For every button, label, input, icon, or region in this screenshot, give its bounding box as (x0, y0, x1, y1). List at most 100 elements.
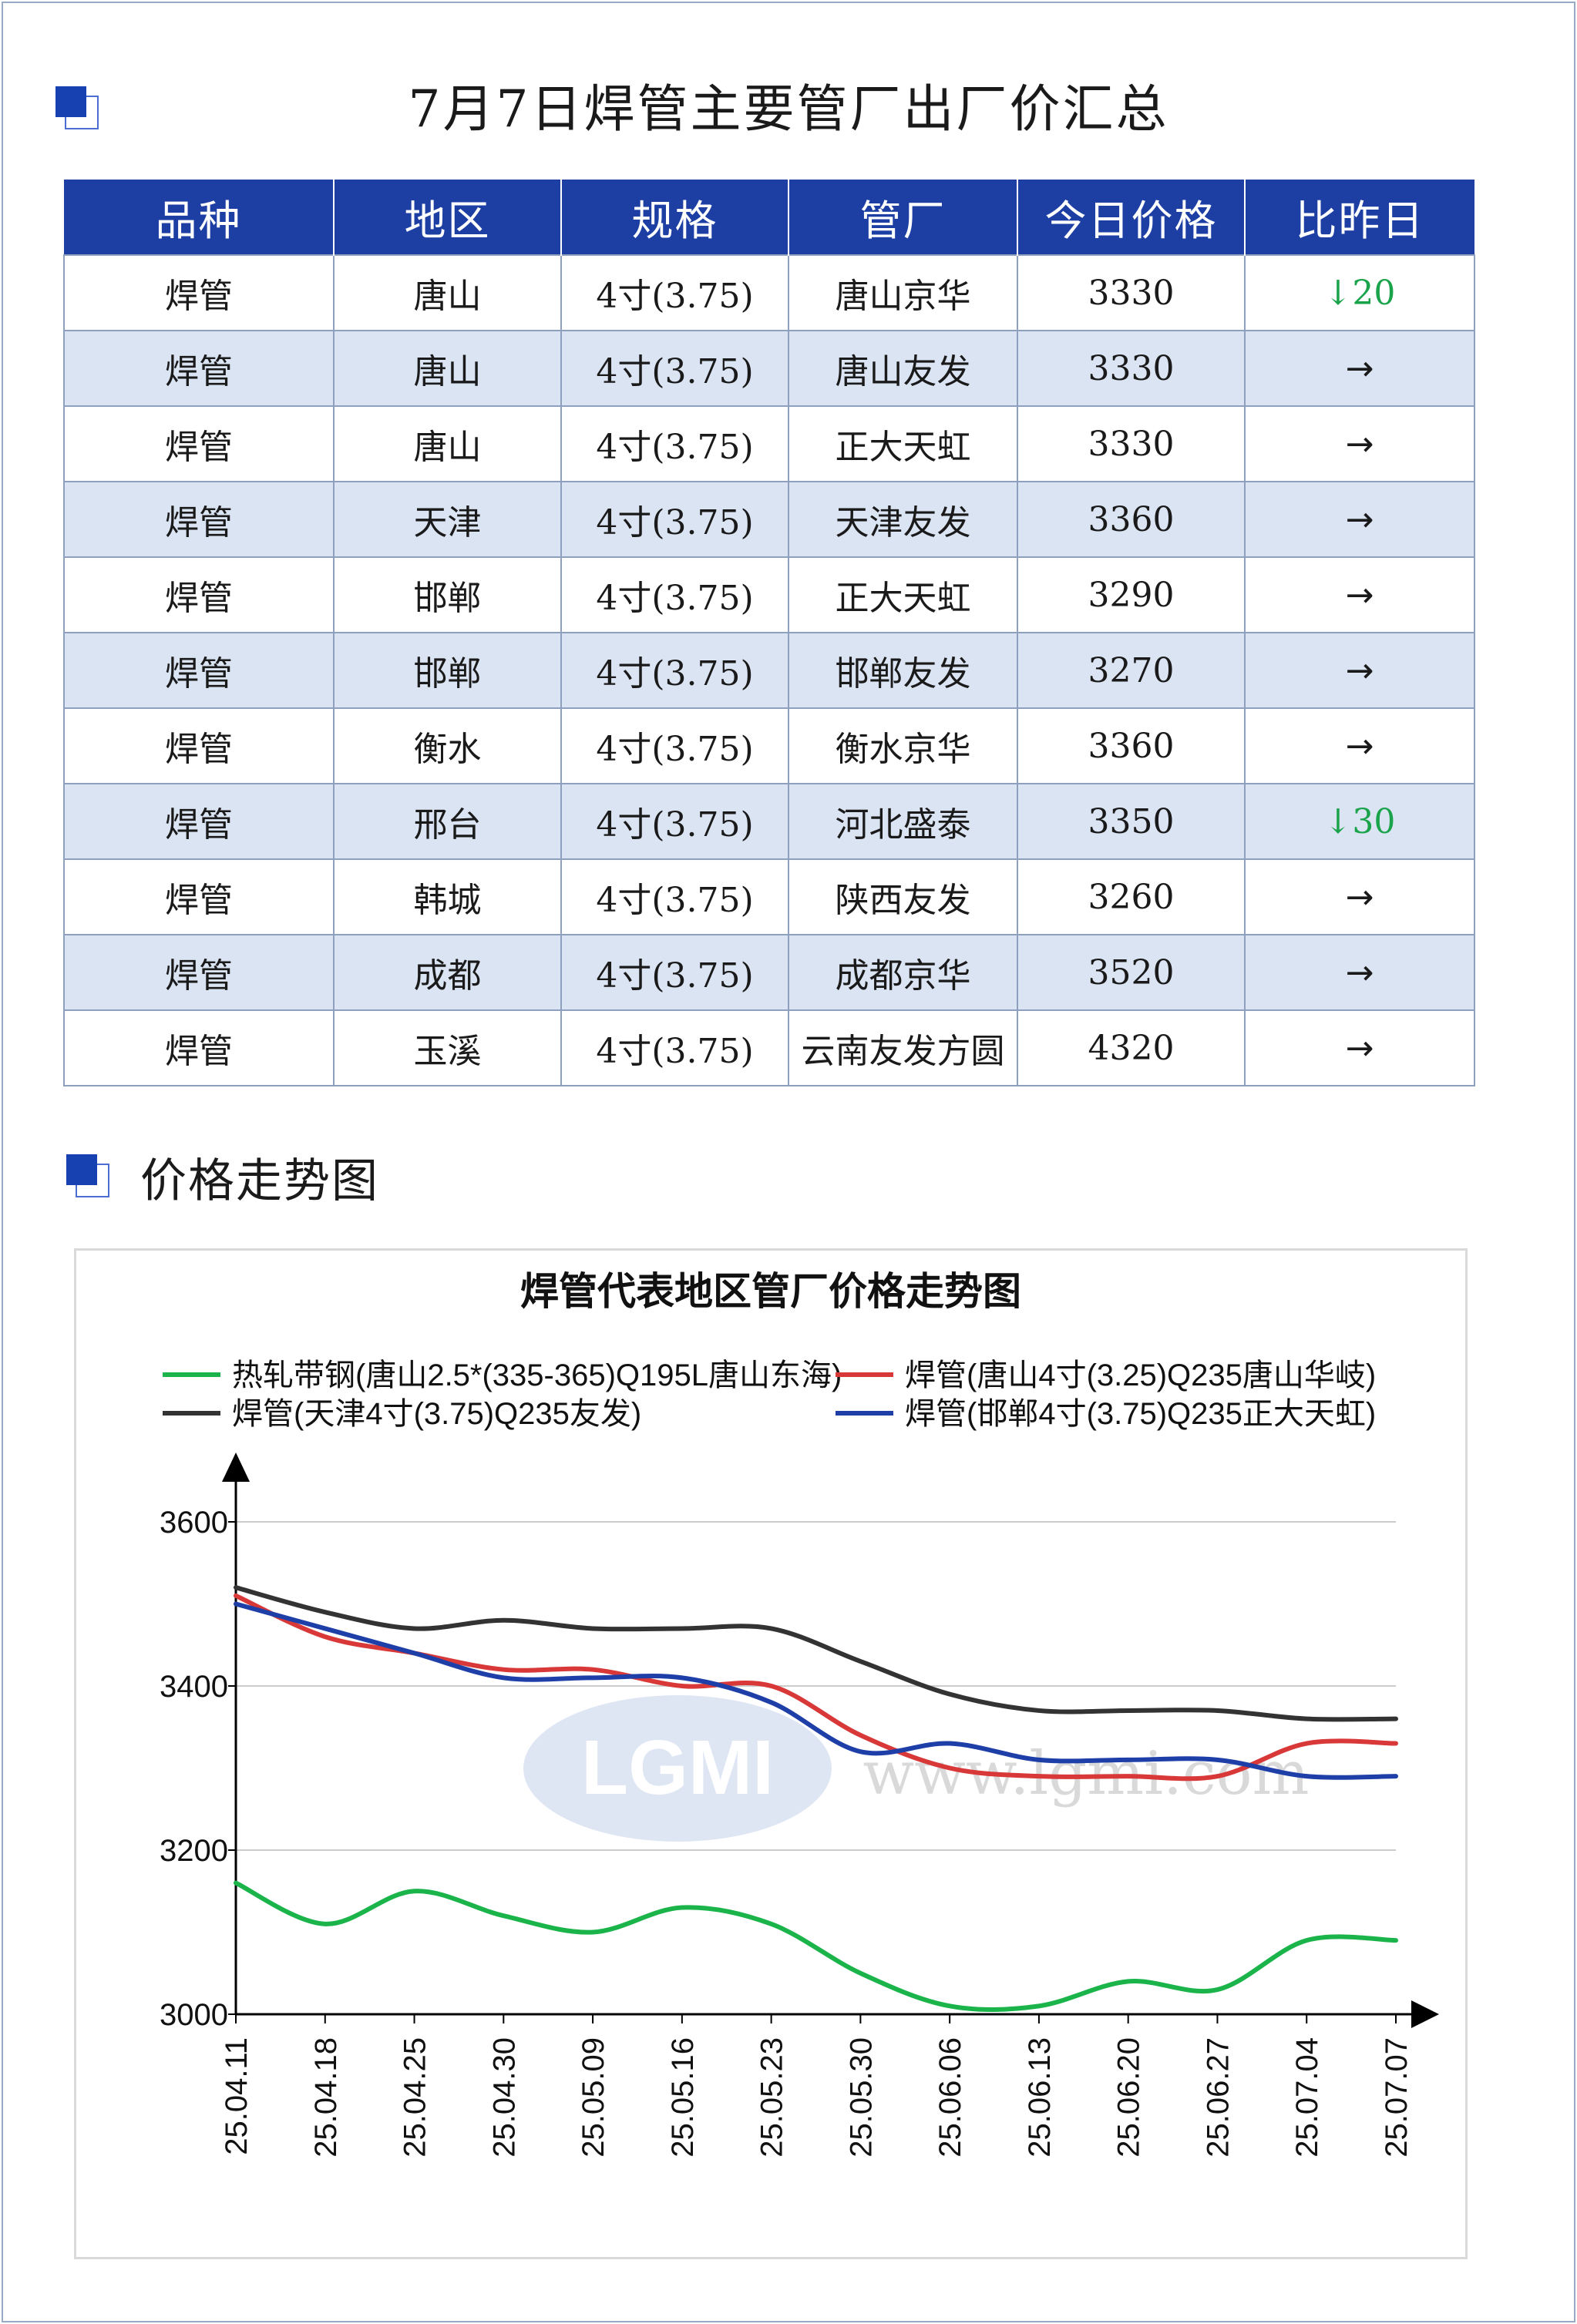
cell-price: 3330 (1017, 405, 1246, 482)
x-tick-label: 25.07.07 (1380, 2037, 1414, 2158)
cell-variety: 焊管 (63, 707, 335, 784)
x-tick-label: 25.06.13 (1023, 2037, 1057, 2158)
cell-mill: 陕西友发 (788, 858, 1018, 935)
x-tick-label: 25.04.11 (220, 2037, 254, 2155)
legend-label: 焊管(唐山4寸(3.25)Q235唐山华岐) (905, 1358, 1376, 1392)
table-row: 焊管 玉溪 4寸(3.75) 云南友发方圆 4320 → (63, 1009, 1475, 1086)
cell-change: → (1244, 632, 1475, 709)
column-header-mill: 管厂 (788, 180, 1017, 255)
x-tick-label: 25.06.27 (1201, 2037, 1235, 2158)
cell-change: → (1244, 481, 1475, 558)
cell-change: → (1244, 1009, 1475, 1086)
cell-region: 韩城 (333, 858, 562, 935)
cell-spec: 4寸(3.75) (560, 330, 789, 407)
cell-spec: 4寸(3.75) (560, 707, 789, 784)
cell-spec: 4寸(3.75) (560, 405, 789, 482)
cell-spec: 4寸(3.75) (560, 1009, 789, 1086)
y-tick-label: 3600 (160, 1506, 228, 1540)
legend-label: 热轧带钢(唐山2.5*(335-365)Q195L唐山东海) (232, 1358, 842, 1392)
cell-change: → (1244, 330, 1475, 407)
table-row: 焊管 唐山 4寸(3.75) 唐山京华 3330 ↓20 (63, 254, 1475, 331)
cell-mill: 正大天虹 (788, 556, 1018, 633)
column-header-price: 今日价格 (1017, 180, 1245, 255)
cell-variety: 焊管 (63, 330, 335, 407)
legend-label: 焊管(天津4寸(3.75)Q235友发) (232, 1397, 641, 1431)
cell-variety: 焊管 (63, 405, 335, 482)
cell-variety: 焊管 (63, 934, 335, 1011)
cell-mill: 正大天虹 (788, 405, 1018, 482)
cell-mill: 成都京华 (788, 934, 1018, 1011)
cell-spec: 4寸(3.75) (560, 481, 789, 558)
cell-mill: 天津友发 (788, 481, 1018, 558)
y-axis-arrow-icon (222, 1452, 250, 1482)
x-tick-label: 25.05.16 (666, 2037, 700, 2158)
cell-change: → (1244, 556, 1475, 633)
cell-variety: 焊管 (63, 254, 335, 331)
watermark-logo-icon (523, 1695, 832, 1842)
cell-region: 唐山 (333, 330, 562, 407)
table-row: 焊管 邢台 4寸(3.75) 河北盛泰 3350 ↓30 (63, 783, 1475, 860)
cell-mill: 衡水京华 (788, 707, 1018, 784)
series-line (234, 1585, 1398, 1722)
cell-change: → (1244, 858, 1475, 935)
chart-title: 焊管代表地区管厂价格走势图 (520, 1270, 1021, 1313)
column-header-spec: 规格 (560, 180, 788, 255)
cell-spec: 4寸(3.75) (560, 858, 789, 935)
cell-region: 玉溪 (333, 1009, 562, 1086)
cell-variety: 焊管 (63, 858, 335, 935)
cell-change: ↓30 (1244, 783, 1475, 860)
cell-region: 唐山 (333, 254, 562, 331)
cell-spec: 4寸(3.75) (560, 783, 789, 860)
table-row: 焊管 成都 4寸(3.75) 成都京华 3520 → (63, 934, 1475, 1011)
page-title: 7月7日焊管主要管厂出厂价汇总 (408, 79, 1169, 139)
cell-region: 衡水 (333, 707, 562, 784)
cell-region: 邯郸 (333, 632, 562, 709)
cell-change: → (1244, 934, 1475, 1011)
series-line (234, 1880, 1398, 2013)
legend-label: 焊管(邯郸4寸(3.75)Q235正大天虹) (905, 1397, 1376, 1431)
chart-svg: 焊管代表地区管厂价格走势图热轧带钢(唐山2.5*(335-365)Q195L唐山… (160, 1270, 1439, 2158)
x-tick-label: 25.04.30 (487, 2037, 521, 2158)
table-row: 焊管 唐山 4寸(3.75) 唐山友发 3330 → (63, 330, 1475, 407)
cell-mill: 唐山友发 (788, 330, 1018, 407)
y-tick-label: 3200 (160, 1834, 228, 1868)
x-tick-label: 25.06.20 (1112, 2037, 1146, 2158)
cell-price: 4320 (1017, 1009, 1246, 1086)
cell-region: 成都 (333, 934, 562, 1011)
cell-variety: 焊管 (63, 632, 335, 709)
cell-price: 3260 (1017, 858, 1246, 935)
cell-price: 3290 (1017, 556, 1246, 633)
cell-variety: 焊管 (63, 481, 335, 558)
y-tick-label: 3400 (160, 1670, 228, 1704)
cell-change: → (1244, 707, 1475, 784)
cell-spec: 4寸(3.75) (560, 934, 789, 1011)
table-header-row: 品种 地区 规格 管厂 今日价格 比昨日 (64, 180, 1474, 255)
column-header-variety: 品种 (64, 180, 334, 255)
watermark-url: www.lgmi.com (862, 1739, 1309, 1808)
cell-price: 3360 (1017, 481, 1246, 558)
cell-variety: 焊管 (63, 556, 335, 633)
cell-region: 邢台 (333, 783, 562, 860)
cell-price: 3350 (1017, 783, 1246, 860)
x-tick-label: 25.04.25 (398, 2037, 432, 2158)
table-row: 焊管 韩城 4寸(3.75) 陕西友发 3260 → (63, 858, 1475, 935)
watermark-logo-text: LGMI (581, 1725, 774, 1811)
series-line (234, 1601, 1398, 1780)
cell-spec: 4寸(3.75) (560, 632, 789, 709)
table-row: 焊管 衡水 4寸(3.75) 衡水京华 3360 → (63, 707, 1475, 784)
x-tick-label: 25.05.09 (577, 2037, 610, 2158)
price-table: 品种 地区 规格 管厂 今日价格 比昨日 焊管 唐山 4寸(3.75) 唐山京华 333… (63, 180, 1475, 1086)
column-header-change: 比昨日 (1244, 180, 1474, 255)
table-row: 焊管 唐山 4寸(3.75) 正大天虹 3330 → (63, 405, 1475, 482)
cell-price: 3270 (1017, 632, 1246, 709)
cell-change: → (1244, 405, 1475, 482)
cell-region: 天津 (333, 481, 562, 558)
x-tick-label: 25.05.30 (844, 2037, 878, 2158)
x-tick-label: 25.06.06 (933, 2037, 967, 2158)
cell-mill: 唐山京华 (788, 254, 1018, 331)
price-trend-chart: 焊管代表地区管厂价格走势图热轧带钢(唐山2.5*(335-365)Q195L唐山… (74, 1248, 1468, 2259)
cell-spec: 4寸(3.75) (560, 254, 789, 331)
table-row: 焊管 邯郸 4寸(3.75) 正大天虹 3290 → (63, 556, 1475, 633)
cell-variety: 焊管 (63, 783, 335, 860)
